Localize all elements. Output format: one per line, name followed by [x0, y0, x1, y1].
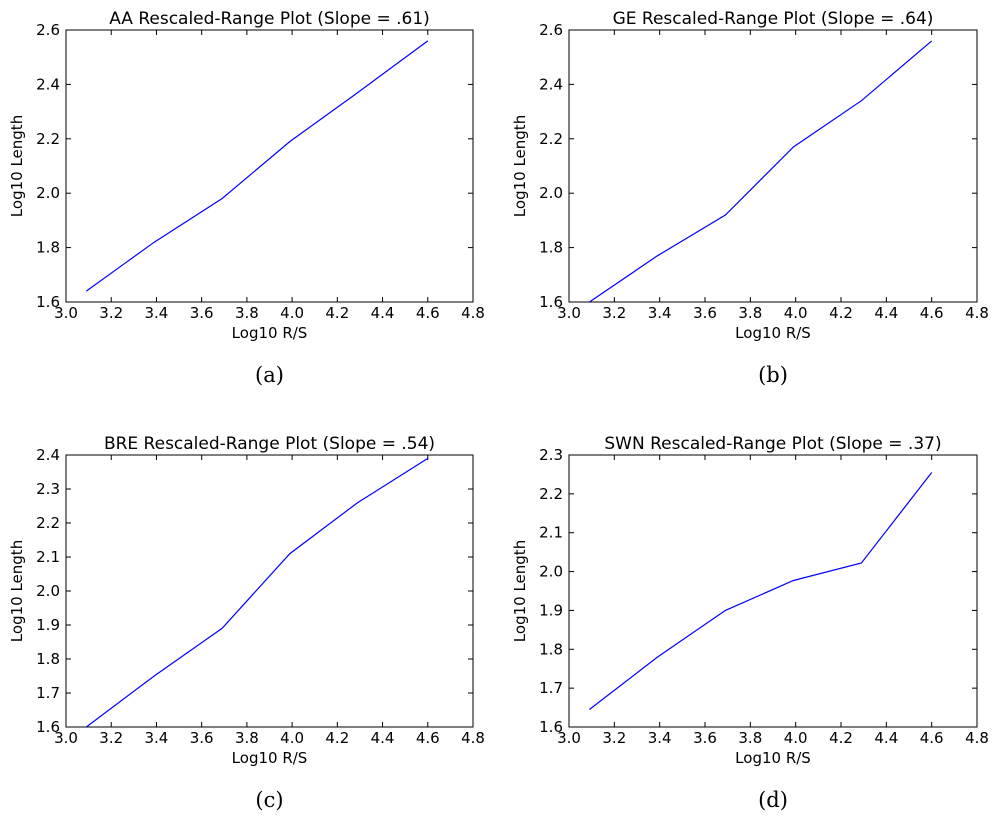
y-tick-label: 2.2 — [539, 485, 563, 503]
x-tick-label: 3.4 — [648, 729, 672, 747]
x-tick-label: 4.6 — [920, 729, 944, 747]
plot-frame — [65, 454, 474, 728]
y-axis-label: Log10 Length — [511, 115, 529, 217]
panel-caption: (b) — [758, 363, 788, 387]
y-tick-label: 2.2 — [36, 514, 60, 532]
x-tick-label: 3.0 — [557, 729, 581, 747]
panel-caption: (a) — [255, 363, 284, 387]
y-tick-label: 2.0 — [36, 582, 60, 600]
y-tick-label: 1.6 — [539, 293, 563, 311]
y-tick-label: 1.6 — [36, 718, 60, 736]
chart-panel-4: 3.0 3.2 3.4 3.6 3.8 4.0 4.2 4.4 4.6 4.8 1.6 1.7 1.8 1… — [511, 434, 989, 812]
y-tick-label: 2.2 — [539, 130, 563, 148]
x-tick-label: 3.8 — [235, 304, 259, 322]
x-tick-label: 4.4 — [874, 729, 898, 747]
y-tick-label: 1.7 — [539, 679, 563, 697]
plot-frame — [568, 29, 978, 303]
y-tick-label: 2.3 — [36, 480, 60, 498]
y-axis-label: Log10 Length — [511, 540, 529, 642]
x-tick-label: 3.6 — [190, 729, 214, 747]
x-tick-label: 4.4 — [371, 729, 395, 747]
data-series-line — [589, 40, 933, 303]
x-tick-label: 3.0 — [557, 304, 581, 322]
x-axis-label: Log10 R/S — [232, 749, 308, 767]
x-tick-label: 3.4 — [145, 304, 169, 322]
y-tick-label: 1.9 — [539, 601, 563, 619]
x-tick-label: 4.0 — [784, 304, 808, 322]
x-tick-label: 4.4 — [371, 304, 395, 322]
y-tick-label: 2.0 — [36, 184, 60, 202]
x-tick-label: 3.4 — [145, 729, 169, 747]
x-axis-label: Log10 R/S — [735, 324, 811, 342]
x-tick-label: 3.2 — [602, 304, 626, 322]
chart-title: SWN Rescaled-Range Plot (Slope = .37) — [604, 434, 941, 454]
x-tick-label: 3.8 — [738, 304, 762, 322]
y-tick-label: 1.8 — [36, 239, 60, 257]
chart-title: GE Rescaled-Range Plot (Slope = .64) — [613, 9, 934, 29]
x-tick-label: 4.4 — [874, 304, 898, 322]
x-tick-label: 3.6 — [190, 304, 214, 322]
x-tick-label: 4.8 — [965, 304, 989, 322]
x-tick-label: 4.6 — [416, 304, 440, 322]
y-tick-label: 2.0 — [539, 184, 563, 202]
x-tick-label: 3.8 — [235, 729, 259, 747]
x-tick-label: 3.2 — [99, 304, 123, 322]
y-tick-label: 2.0 — [539, 563, 563, 581]
panel-caption: (d) — [758, 788, 788, 812]
panel-caption: (c) — [255, 788, 283, 812]
x-axis-label: Log10 R/S — [735, 749, 811, 767]
y-tick-label: 2.3 — [539, 446, 563, 464]
y-tick-label: 1.6 — [539, 718, 563, 736]
x-tick-label: 4.0 — [280, 729, 304, 747]
x-tick-label: 3.8 — [738, 729, 762, 747]
x-tick-label: 3.0 — [54, 304, 78, 322]
x-tick-label: 4.2 — [325, 304, 349, 322]
plot-frame — [568, 454, 978, 728]
data-series-line — [85, 457, 429, 728]
x-tick-label: 4.2 — [325, 729, 349, 747]
x-tick-label: 4.2 — [829, 729, 853, 747]
y-tick-label: 1.8 — [36, 650, 60, 668]
chart-title: BRE Rescaled-Range Plot (Slope = .54) — [104, 434, 435, 454]
x-tick-label: 4.8 — [965, 729, 989, 747]
x-tick-label: 3.2 — [99, 729, 123, 747]
chart-panel-1: 3.0 3.2 3.4 3.6 3.8 4.0 4.2 4.4 4.6 4.8 1.6 1.8 2.0 2… — [8, 9, 485, 387]
x-tick-label: 4.2 — [829, 304, 853, 322]
x-tick-label: 4.8 — [461, 304, 485, 322]
y-axis-label: Log10 Length — [8, 540, 26, 642]
y-tick-label: 2.1 — [539, 524, 563, 542]
x-tick-label: 4.8 — [461, 729, 485, 747]
y-tick-label: 1.8 — [539, 239, 563, 257]
y-tick-label: 2.1 — [36, 548, 60, 566]
x-tick-label: 3.6 — [693, 304, 717, 322]
x-tick-label: 3.6 — [693, 729, 717, 747]
y-tick-label: 1.6 — [36, 293, 60, 311]
y-tick-label: 2.4 — [36, 75, 60, 93]
y-tick-label: 1.9 — [36, 616, 60, 634]
y-tick-label: 1.7 — [36, 684, 60, 702]
y-tick-label: 2.4 — [36, 446, 60, 464]
data-series-line — [589, 472, 933, 710]
chart-panel-2: 3.0 3.2 3.4 3.6 3.8 4.0 4.2 4.4 4.6 4.8 1.6 1.8 2.0 2… — [511, 9, 989, 387]
x-tick-label: 4.0 — [280, 304, 304, 322]
y-tick-label: 1.8 — [539, 640, 563, 658]
x-tick-label: 3.4 — [648, 304, 672, 322]
data-series-line — [85, 40, 429, 292]
y-tick-label: 2.2 — [36, 130, 60, 148]
y-tick-label: 2.6 — [539, 21, 563, 39]
x-tick-label: 3.2 — [602, 729, 626, 747]
y-tick-label: 2.6 — [36, 21, 60, 39]
x-tick-label: 3.0 — [54, 729, 78, 747]
chart-title: AA Rescaled-Range Plot (Slope = .61) — [109, 9, 430, 29]
x-tick-label: 4.0 — [784, 729, 808, 747]
y-axis-label: Log10 Length — [8, 115, 26, 217]
x-tick-label: 4.6 — [416, 729, 440, 747]
x-tick-label: 4.6 — [920, 304, 944, 322]
x-axis-label: Log10 R/S — [232, 324, 308, 342]
chart-panel-3: 3.0 3.2 3.4 3.6 3.8 4.0 4.2 4.4 4.6 4.8 1.6 1.7 1.8 1… — [8, 434, 485, 812]
y-tick-label: 2.4 — [539, 75, 563, 93]
